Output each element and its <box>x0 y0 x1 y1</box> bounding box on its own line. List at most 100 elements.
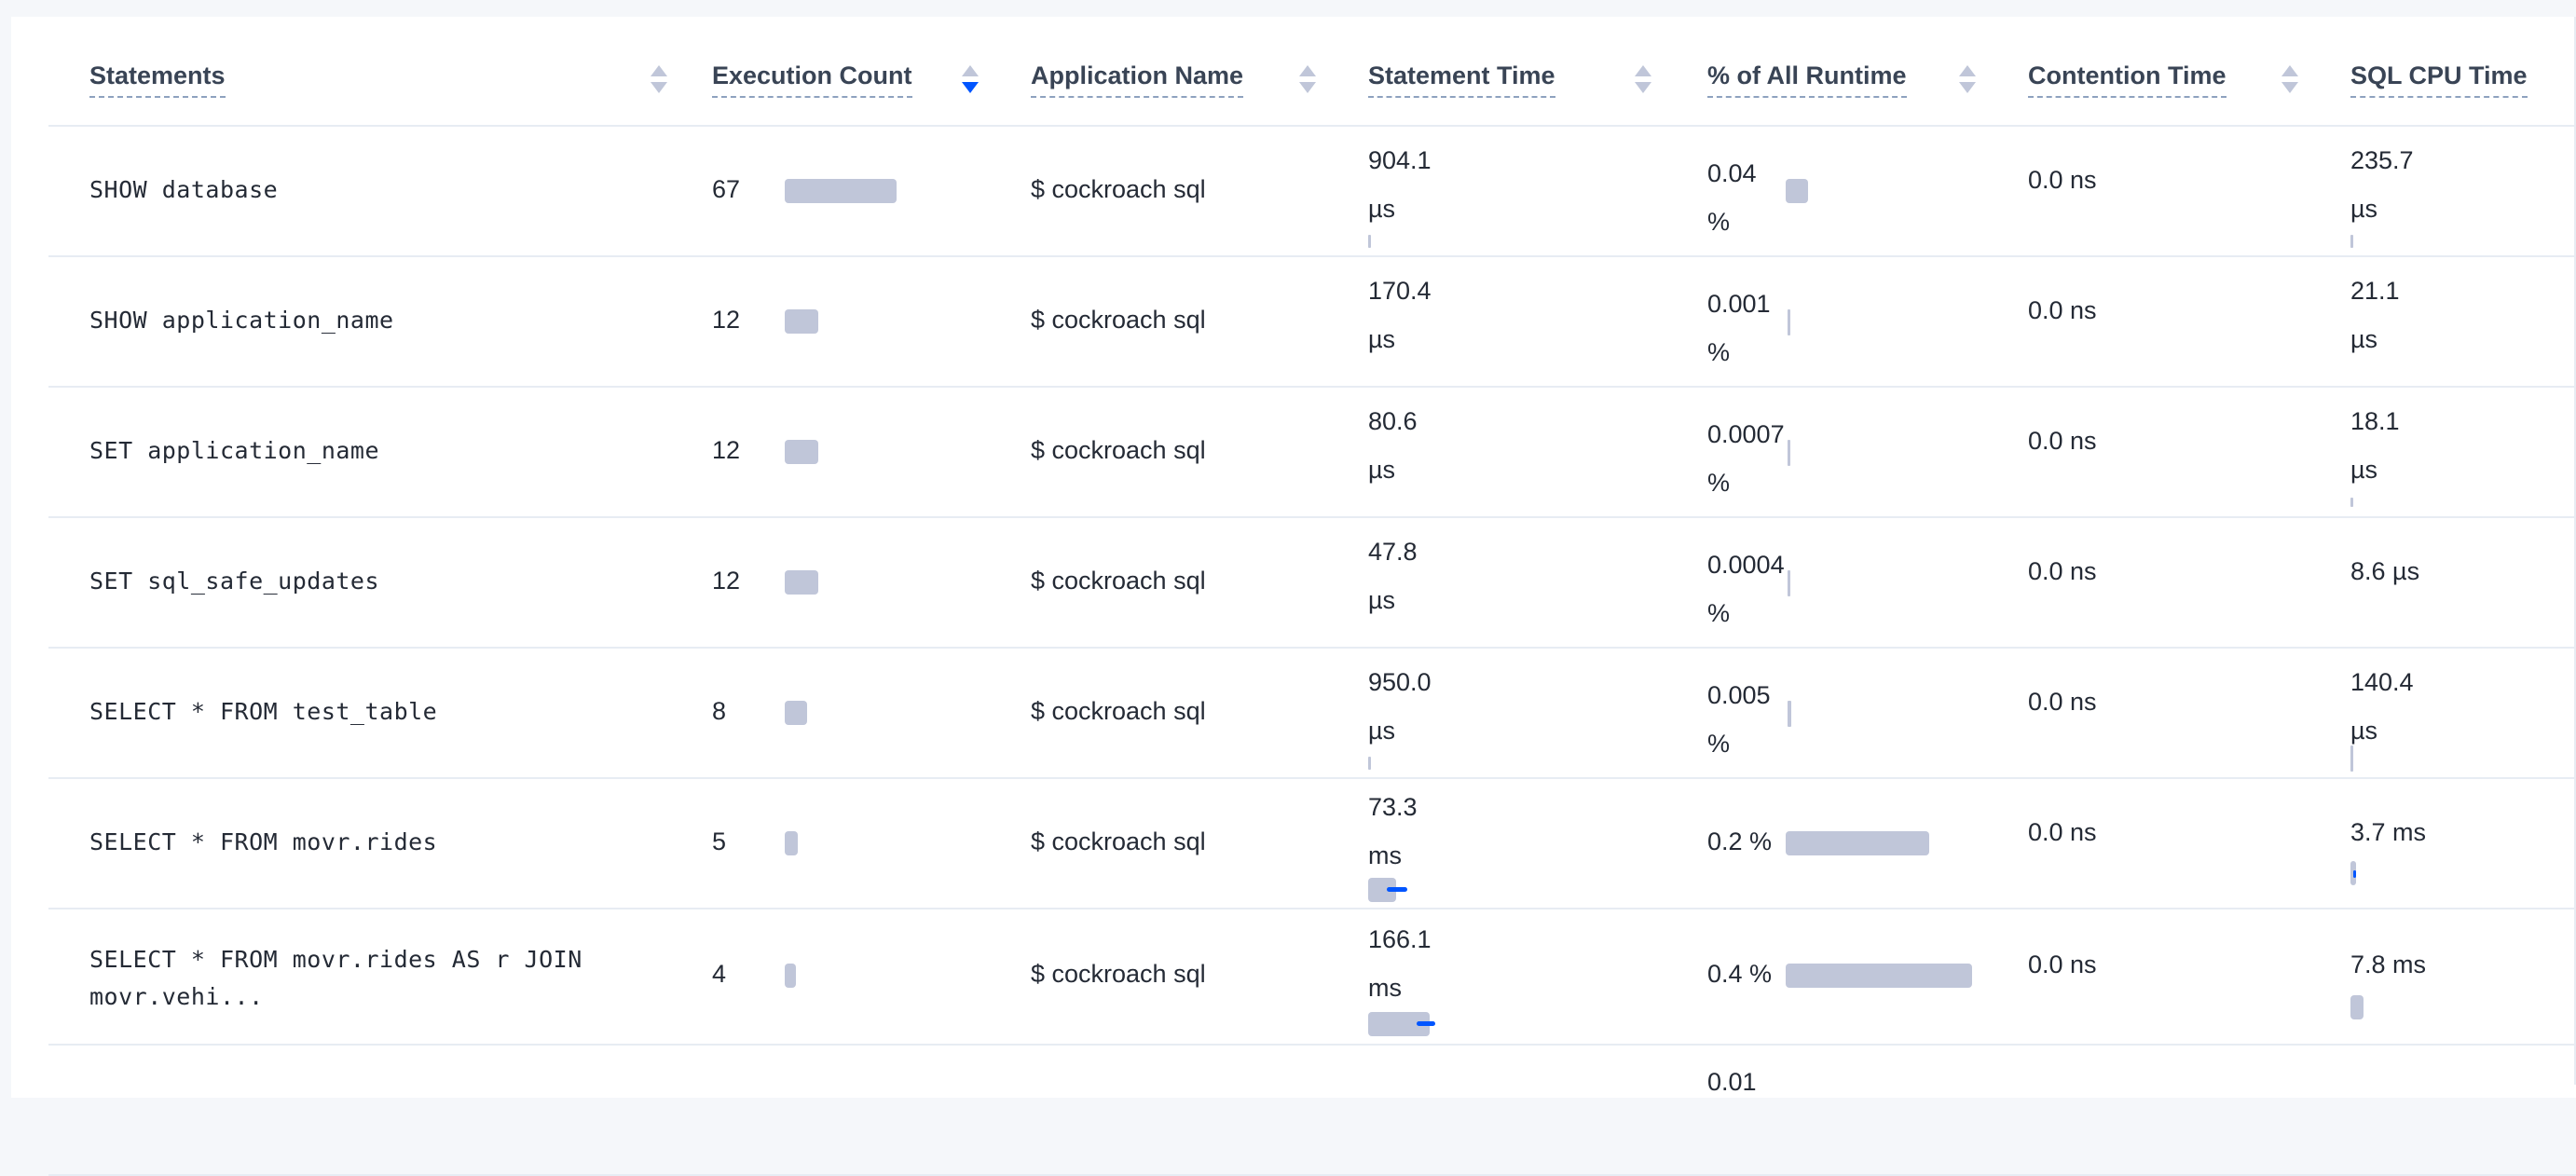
statement-time-range-marker <box>1417 1021 1435 1026</box>
contention-time: 0.0 ns <box>2028 166 2097 194</box>
execution-count-bar <box>785 440 818 464</box>
sql-cpu-time: 3.7 ms <box>2350 818 2427 846</box>
table-row: SET application_name 12 $ cockroach sql … <box>48 388 2576 518</box>
execution-count-bar <box>785 964 796 988</box>
column-header-sql-cpu-time[interactable]: SQL CPU Time <box>2350 62 2528 106</box>
table-header: Statements Execution Count Application N… <box>48 17 2576 127</box>
application-name: $ cockroach sql <box>1031 960 1206 988</box>
column-header-application-name[interactable]: Application Name <box>1031 62 1244 106</box>
statement-text[interactable]: SELECT * FROM movr.rides <box>89 828 438 855</box>
contention-time: 0.0 ns <box>2028 557 2097 585</box>
statement-text[interactable]: SET sql_safe_updates <box>89 567 380 595</box>
column-header-contention-time[interactable]: Contention Time <box>2028 62 2227 106</box>
runtime-percent: 0.4 % <box>1707 960 1773 988</box>
column-header-statements[interactable]: Statements <box>89 62 226 106</box>
table-row: 0.01 <box>48 1046 2576 1176</box>
runtime-percent: 0.0007% <box>1707 420 1785 497</box>
runtime-percent: 0.01 <box>1707 1068 1757 1096</box>
runtime-percent: 0.001% <box>1707 290 1771 366</box>
sql-cpu-time: 7.8 ms <box>2350 950 2427 978</box>
column-header-label: Statements <box>89 62 226 98</box>
sql-cpu-time: 235.7 µs <box>2350 146 2414 223</box>
runtime-percent: 0.0004% <box>1707 551 1785 627</box>
column-header-runtime-percent[interactable]: % of All Runtime <box>1707 62 1907 106</box>
statement-time: 904.1 µs <box>1368 146 1432 223</box>
table-row: SHOW database 67 $ cockroach sql 904.1 µs… <box>48 127 2576 257</box>
sql-cpu-time-bar <box>2350 745 2353 772</box>
runtime-percent: 0.04% <box>1707 159 1757 236</box>
column-header-execution-count[interactable]: Execution Count <box>712 62 912 106</box>
statement-time: 170.4 µs <box>1368 277 1432 353</box>
execution-count: 4 <box>712 960 727 988</box>
statements-table: Statements Execution Count Application N… <box>48 17 2576 1176</box>
sort-icon[interactable] <box>1957 65 1976 99</box>
runtime-percent-bar <box>1788 309 1790 335</box>
column-header-label: Contention Time <box>2028 62 2227 98</box>
statement-text[interactable]: SELECT * FROM movr.rides AS r JOIN movr.v… <box>89 946 582 1010</box>
sql-cpu-time: 8.6 µs <box>2350 557 2420 585</box>
execution-count-bar <box>785 831 798 855</box>
statement-text[interactable]: SHOW application_name <box>89 307 394 334</box>
sql-cpu-time-bar <box>2350 235 2353 248</box>
runtime-percent-bar <box>1786 179 1808 203</box>
contention-time: 0.0 ns <box>2028 296 2097 324</box>
sql-cpu-time: 21.1 µs <box>2350 277 2400 353</box>
table-row: SHOW application_name 12 $ cockroach sql… <box>48 257 2576 388</box>
column-header-label: Execution Count <box>712 62 912 98</box>
sort-icon[interactable] <box>1297 65 1316 99</box>
statement-time: 950.0 µs <box>1368 668 1432 745</box>
sql-cpu-time-range-marker <box>2353 870 2356 878</box>
sort-icon[interactable] <box>1633 65 1651 99</box>
execution-count: 12 <box>712 436 741 464</box>
runtime-percent-bar <box>1788 440 1790 466</box>
sort-icon[interactable] <box>2280 65 2298 99</box>
execution-count: 67 <box>712 175 741 203</box>
table-right-edge <box>2574 17 2576 1085</box>
statement-time-bar <box>1368 235 1371 248</box>
statement-time: 166.1 ms <box>1368 925 1432 1002</box>
execution-count: 8 <box>712 697 727 725</box>
sql-cpu-time-bar <box>2350 995 2364 1019</box>
statement-time: 73.3 ms <box>1368 793 1418 869</box>
execution-count-bar <box>785 309 818 334</box>
runtime-percent: 0.2 % <box>1707 827 1773 855</box>
application-name: $ cockroach sql <box>1031 436 1206 464</box>
runtime-percent: 0.005% <box>1707 681 1771 758</box>
sql-cpu-time: 140.4 µs <box>2350 668 2414 745</box>
application-name: $ cockroach sql <box>1031 175 1206 203</box>
table-row: SELECT * FROM test_table 8 $ cockroach s… <box>48 649 2576 779</box>
execution-count-bar <box>785 570 818 595</box>
application-name: $ cockroach sql <box>1031 567 1206 595</box>
execution-count: 5 <box>712 827 727 855</box>
runtime-percent-bar <box>1788 701 1791 727</box>
execution-count-bar <box>785 179 897 203</box>
table-row: SET sql_safe_updates 12 $ cockroach sql … <box>48 518 2576 649</box>
table-row: SELECT * FROM movr.rides 5 $ cockroach s… <box>48 779 2576 909</box>
contention-time: 0.0 ns <box>2028 688 2097 716</box>
application-name: $ cockroach sql <box>1031 697 1206 725</box>
sort-icon[interactable] <box>649 65 667 99</box>
statement-time-bar <box>1368 757 1371 770</box>
statement-time-range-marker <box>1387 887 1407 892</box>
statement-text[interactable]: SHOW database <box>89 176 279 203</box>
column-header-label: SQL CPU Time <box>2350 62 2528 98</box>
execution-count: 12 <box>712 567 741 595</box>
statement-time: 80.6 µs <box>1368 407 1418 484</box>
sql-cpu-time: 18.1 µs <box>2350 407 2400 484</box>
column-header-label: Application Name <box>1031 62 1244 98</box>
contention-time: 0.0 ns <box>2028 427 2097 455</box>
statement-text[interactable]: SET application_name <box>89 437 380 464</box>
column-header-statement-time[interactable]: Statement Time <box>1368 62 1555 106</box>
application-name: $ cockroach sql <box>1031 827 1206 855</box>
runtime-percent-bar <box>1786 831 1929 855</box>
execution-count-bar <box>785 701 807 725</box>
statements-table-panel: Statements Execution Count Application N… <box>11 17 2576 1176</box>
table-row: SELECT * FROM movr.rides AS r JOIN movr.v… <box>48 909 2576 1046</box>
column-header-label: % of All Runtime <box>1707 62 1907 98</box>
column-header-label: Statement Time <box>1368 62 1555 98</box>
statement-text[interactable]: SELECT * FROM test_table <box>89 698 438 725</box>
sort-desc-icon[interactable] <box>960 65 979 99</box>
execution-count: 12 <box>712 306 741 334</box>
application-name: $ cockroach sql <box>1031 306 1206 334</box>
runtime-percent-bar <box>1788 570 1790 596</box>
